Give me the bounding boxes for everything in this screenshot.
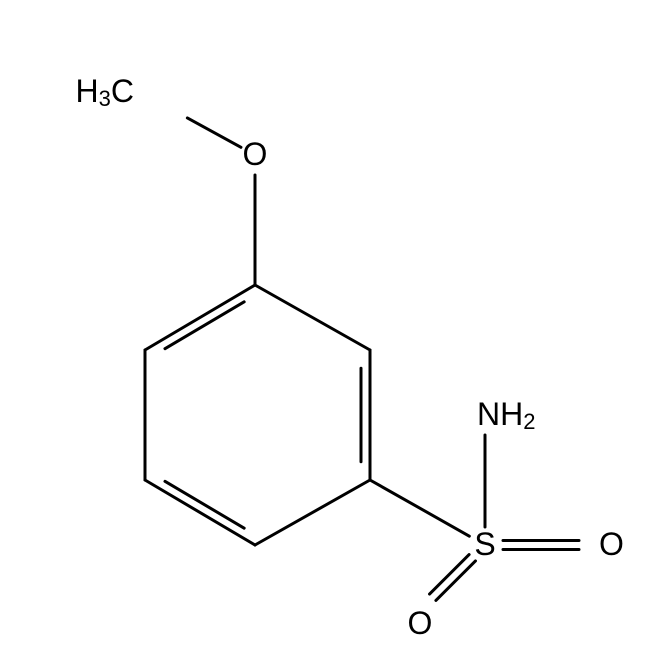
atom-label-S: S (474, 526, 495, 562)
bond-line (187, 118, 241, 147)
atom-label-N: NH2 (477, 396, 535, 434)
bond-line (145, 480, 255, 545)
bond-line (165, 481, 244, 528)
atom-label-O_d1: O (599, 526, 624, 562)
atom-label-O_d2: O (408, 605, 433, 641)
bond-line (145, 285, 255, 350)
bond-line (255, 480, 370, 545)
atom-label-C_methyl: H3C (76, 73, 134, 111)
chemical-structure-diagram: H3C O S NH2 O O (0, 0, 650, 650)
bond-line (370, 480, 469, 536)
bond-line (255, 285, 370, 350)
atom-label-O_ether: O (243, 136, 268, 172)
bond-line (165, 302, 244, 349)
